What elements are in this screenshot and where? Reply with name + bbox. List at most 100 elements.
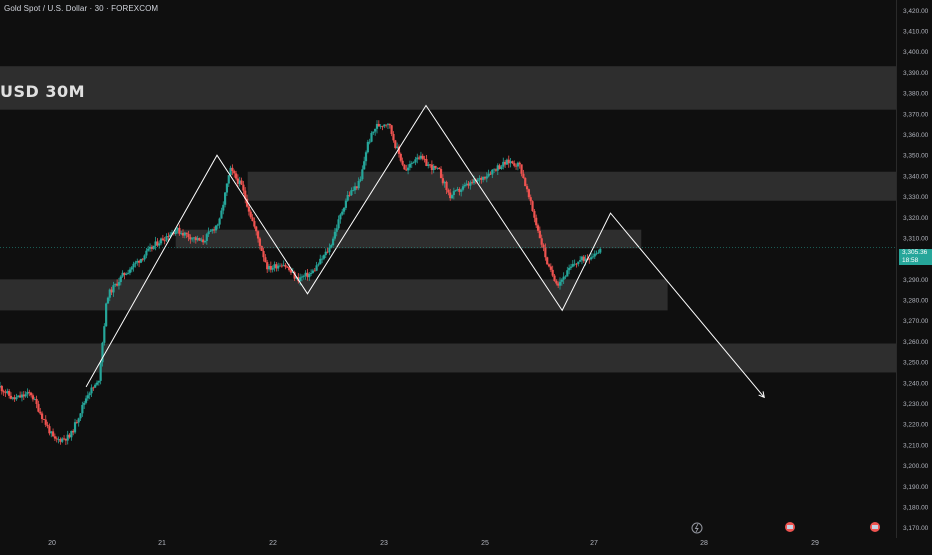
- candle-body-175: [319, 258, 322, 265]
- y-tick-label: 3,180.00: [903, 504, 929, 511]
- y-tick-label: 3,190.00: [903, 484, 929, 491]
- candle-body-216: [394, 140, 397, 148]
- candle-body-18: [31, 395, 35, 400]
- candle-body-96: [174, 230, 177, 234]
- candle-body-141: [256, 231, 260, 239]
- zone-2: [175, 229, 642, 249]
- candle-body-21: [37, 403, 40, 412]
- candle-body-176: [320, 258, 324, 260]
- candle-body-255: [465, 183, 468, 186]
- candle-body-139: [253, 221, 256, 227]
- candle-body-284: [518, 162, 521, 165]
- symbol-title[interactable]: Gold Spot / U.S. Dollar · 30 · FOREXCOM: [4, 4, 159, 13]
- lightning-icon[interactable]: [691, 522, 703, 534]
- candle-body-165: [300, 276, 304, 278]
- candle-body-140: [255, 226, 258, 232]
- candle-body-253: [461, 186, 465, 190]
- candle-body-144: [262, 250, 265, 258]
- candle-body-20: [35, 398, 38, 404]
- candle-body-271: [494, 169, 498, 171]
- y-tick-label: 3,320.00: [903, 215, 929, 222]
- candle-body-153: [278, 265, 282, 267]
- candle-body-224: [408, 163, 412, 168]
- y-tick-label: 3,200.00: [903, 463, 929, 470]
- candle-body-233: [425, 159, 428, 166]
- candle-body-236: [430, 164, 433, 171]
- candle-body-39: [70, 430, 73, 438]
- candle-body-282: [514, 165, 518, 167]
- candle-body-33: [59, 439, 62, 442]
- x-tick-label: 22: [269, 540, 277, 547]
- candle-body-58: [105, 303, 108, 327]
- economic-event-icon-0[interactable]: [785, 522, 795, 532]
- candle-body-75: [136, 260, 139, 263]
- candle-body-118: [214, 225, 218, 231]
- candle-body-301: [549, 266, 552, 270]
- candle-body-91: [165, 236, 168, 241]
- candle-body-125: [227, 175, 230, 184]
- candle-body-57: [103, 326, 106, 343]
- candle-body-192: [350, 190, 353, 196]
- candle-body-319: [582, 256, 585, 262]
- candle-body-263: [480, 177, 483, 180]
- candle-body-189: [344, 200, 347, 208]
- candle-body-61: [110, 289, 113, 293]
- candle-body-85: [154, 241, 157, 246]
- x-tick-label: 29: [811, 540, 819, 547]
- candle-body-313: [571, 264, 574, 267]
- candle-body-108: [196, 238, 199, 241]
- candle-body-25: [44, 419, 47, 425]
- candle-body-173: [315, 265, 318, 271]
- candle-body-280: [511, 161, 514, 164]
- candle-body-187: [341, 211, 344, 215]
- candle-body-99: [180, 232, 183, 234]
- candle-body-298: [544, 247, 547, 258]
- candle-body-194: [353, 186, 357, 191]
- candle-body-250: [456, 189, 459, 190]
- candle-body-167: [304, 272, 307, 276]
- candle-body-251: [458, 189, 461, 192]
- candle-body-290: [529, 197, 532, 202]
- candle-body-151: [275, 264, 278, 269]
- candle-body-285: [520, 164, 523, 174]
- candle-body-170: [310, 272, 313, 274]
- candle-body-270: [493, 169, 496, 171]
- candle-body-112: [203, 240, 207, 243]
- zone-0: [0, 66, 896, 110]
- candle-body-220: [401, 160, 404, 165]
- candle-body-213: [388, 123, 391, 126]
- candle-body-184: [335, 228, 338, 232]
- candle-body-246: [449, 192, 452, 199]
- candle-body-256: [467, 183, 470, 186]
- candle-body-11: [19, 395, 22, 398]
- candle-body-155: [282, 264, 285, 266]
- candle-body-98: [178, 227, 181, 234]
- candle-body-314: [573, 263, 576, 265]
- candle-body-89: [161, 238, 164, 241]
- candle-body-209: [381, 125, 384, 127]
- candle-body-63: [114, 283, 117, 286]
- candle-body-283: [516, 162, 520, 167]
- candle-body-288: [525, 186, 529, 190]
- candle-body-200: [364, 152, 368, 162]
- y-tick-label: 3,410.00: [903, 29, 929, 36]
- candle-body-306: [558, 281, 562, 286]
- candle-body-59: [106, 297, 110, 304]
- candle-body-226: [412, 162, 415, 164]
- candle-body-30: [53, 436, 57, 439]
- candle-body-247: [450, 195, 454, 199]
- candle-body-143: [260, 245, 263, 251]
- projection-layer: [0, 104, 896, 399]
- y-tick-label: 3,270.00: [903, 318, 929, 325]
- candle-body-320: [584, 258, 587, 262]
- candle-body-23: [40, 413, 44, 420]
- candle-body-110: [200, 239, 203, 241]
- economic-event-icon-1[interactable]: [870, 522, 880, 532]
- bar-countdown: 18:58: [902, 257, 919, 264]
- candle-body-279: [509, 161, 512, 164]
- candle-body-174: [317, 264, 320, 266]
- candle-body-235: [428, 164, 432, 166]
- x-tick-label: 28: [700, 540, 708, 547]
